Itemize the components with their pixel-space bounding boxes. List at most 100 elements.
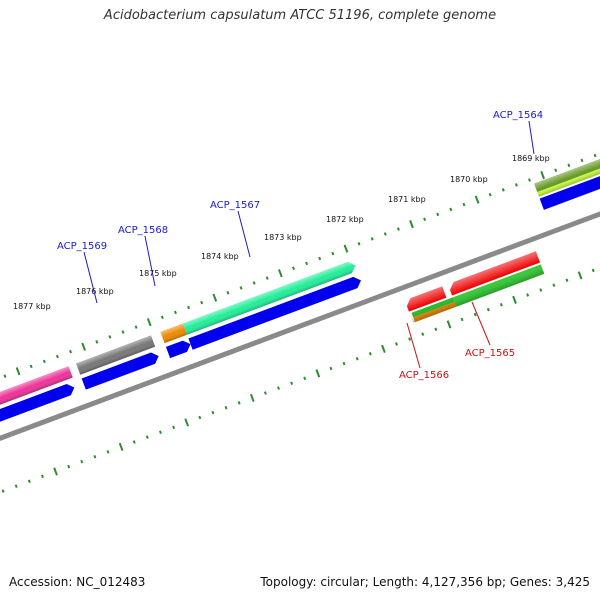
inner-tick: [381, 344, 386, 353]
inner-tick: [40, 474, 44, 479]
outer-tick: [593, 153, 597, 158]
cds-1: [0, 384, 75, 428]
outer-tick: [200, 300, 204, 305]
inner-tick: [14, 484, 18, 488]
cds-row-forward: [0, 171, 600, 428]
inner-tick: [434, 327, 438, 332]
outer-tick: [108, 335, 112, 339]
outer-tick: [488, 192, 492, 197]
tick-label: 1870 kbp: [450, 175, 488, 184]
outer-tick: [42, 359, 46, 364]
tick-label: 1874 kbp: [201, 252, 239, 261]
inner-tick: [1, 489, 5, 493]
tick-label: 1873 kbp: [264, 233, 302, 242]
inner-tick: [132, 440, 136, 444]
outer-tick: [567, 163, 571, 168]
outer-tick: [474, 195, 480, 204]
inner-tick: [460, 317, 464, 322]
inner-tick: [565, 278, 569, 283]
outer-tick: [226, 291, 230, 295]
outer-tick: [396, 227, 400, 231]
inner-tick: [395, 342, 398, 346]
tick-label: 1875 kbp: [139, 269, 177, 278]
inner-tick: [67, 464, 71, 469]
inner-tick: [486, 307, 490, 312]
feature-ACP_1565[interactable]: [447, 251, 545, 307]
outer-tick: [462, 202, 466, 207]
inner-tick: [277, 386, 280, 390]
feature-ACP_1564[interactable]: [534, 153, 600, 197]
inner-tick: [368, 352, 372, 356]
inner-tick-track: [1, 268, 595, 493]
outer-tick: [160, 315, 164, 320]
inner-tick: [577, 271, 583, 280]
outer-tick: [3, 374, 7, 378]
outer-tick: [409, 220, 414, 229]
inner-tick: [263, 391, 267, 395]
label-ACP_1567[interactable]: ACP_1567: [210, 200, 260, 211]
inner-tick: [80, 459, 84, 464]
outer-tick: [252, 281, 256, 285]
outer-tick: [121, 330, 125, 334]
inner-tick: [526, 293, 530, 297]
label-ACP_1565[interactable]: ACP_1565: [465, 348, 515, 359]
inner-tick: [145, 435, 149, 439]
outer-tick: [383, 232, 387, 236]
inner-tick: [499, 303, 503, 307]
feature-left-pink[interactable]: [0, 366, 73, 410]
inner-tick: [211, 410, 215, 415]
inner-tick: [290, 381, 294, 385]
outer-tick: [69, 349, 73, 354]
inner-tick: [355, 356, 359, 361]
genome-title: Acidobacterium capsulatum ATCC 51196, co…: [103, 8, 497, 23]
outer-tick: [265, 276, 269, 280]
inner-tick: [303, 376, 307, 381]
inner-tick: [446, 320, 452, 329]
outer-tick: [514, 183, 518, 187]
inner-tick: [315, 369, 321, 378]
outer-tick: [95, 340, 99, 344]
inner-tick: [27, 479, 31, 484]
outer-tick: [449, 207, 453, 212]
outer-tick: [357, 242, 361, 246]
inner-tick: [342, 361, 346, 366]
feature-ACP_1568[interactable]: [160, 323, 188, 344]
outer-tick: [212, 293, 218, 302]
outer-tick: [331, 251, 335, 256]
inner-tick: [512, 295, 517, 304]
inner-tick: [591, 268, 595, 273]
inner-tick: [224, 405, 228, 410]
feature-ACP_1569[interactable]: [76, 335, 156, 375]
cds-3: [165, 340, 191, 359]
tick-labels: 1877 kbp 1876 kbp 1875 kbp 1874 kbp 1873 kbp…: [13, 154, 550, 311]
inner-tick: [473, 312, 477, 317]
outer-tick-track: [3, 153, 597, 378]
outer-tick: [423, 217, 427, 222]
label-ACP_1568[interactable]: ACP_1568: [118, 225, 168, 236]
outer-tick: [540, 171, 545, 180]
outer-tick: [318, 256, 322, 261]
accession-text: Accession: NC_012483: [9, 575, 146, 589]
outer-tick: [528, 178, 531, 182]
outer-tick: [292, 266, 295, 271]
inner-tick: [552, 283, 556, 287]
feature-ACP_1567[interactable]: [182, 260, 358, 335]
label-ACP_1569[interactable]: ACP_1569: [57, 241, 107, 252]
label-ACP_1566[interactable]: ACP_1566: [399, 370, 449, 381]
label-ACP_1564[interactable]: ACP_1564: [493, 110, 543, 121]
tick-label: 1877 kbp: [13, 302, 51, 311]
inner-tick: [159, 430, 162, 434]
tick-label: 1876 kbp: [76, 287, 114, 296]
outer-tick: [436, 212, 440, 217]
outer-tick: [239, 286, 243, 290]
outer-tick: [134, 325, 138, 329]
inner-tick: [106, 450, 110, 454]
inner-tick: [408, 337, 412, 341]
feature-ACP_1566[interactable]: [404, 284, 457, 323]
genome-summary-text: Topology: circular; Length: 4,127,356 bp…: [260, 575, 590, 589]
tick-label: 1872 kbp: [326, 215, 364, 224]
inner-tick: [198, 415, 202, 420]
inner-tick: [184, 418, 190, 427]
inner-tick: [421, 332, 425, 336]
genome-backbone: [0, 145, 600, 501]
